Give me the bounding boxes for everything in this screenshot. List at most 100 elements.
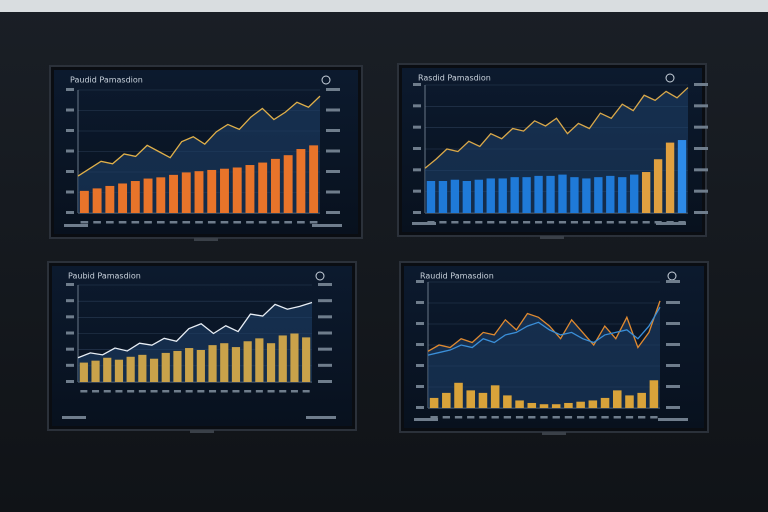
bar [665, 142, 675, 213]
bar [118, 183, 128, 213]
x-label-blur [594, 221, 602, 224]
x-label-blur [271, 221, 280, 224]
bar [498, 178, 507, 213]
tick-label-blur [66, 88, 74, 91]
footer-blur [64, 224, 88, 227]
x-label-blur [169, 221, 178, 224]
x-label-blur [475, 221, 483, 224]
tick-label-blur [416, 301, 424, 304]
x-label-blur [302, 390, 310, 393]
bar [454, 382, 463, 408]
tick-label-blur [413, 83, 421, 86]
x-label-blur [463, 221, 471, 224]
bar [522, 177, 531, 213]
bar [551, 404, 561, 408]
tick-label-blur [66, 283, 74, 286]
bar [231, 347, 241, 382]
line [77, 301, 313, 359]
x-label-blur [558, 221, 567, 224]
x-label-blur [267, 390, 275, 393]
x-label-blur [232, 390, 240, 393]
bar [527, 402, 537, 408]
x-label-blur [284, 221, 292, 224]
x-label-blur [546, 221, 555, 224]
tick-label-blur [326, 190, 340, 194]
tick-label-blur [66, 347, 74, 351]
bar [243, 341, 252, 382]
mount [540, 236, 564, 239]
bar [564, 402, 573, 408]
area [428, 300, 660, 408]
tick-label-blur [66, 149, 74, 153]
x-label-blur [209, 390, 217, 393]
tick-label-blur [666, 322, 680, 325]
tick-label-blur [66, 331, 74, 335]
bar [283, 155, 293, 213]
tick-label-blur [413, 189, 421, 193]
x-label-blur [185, 390, 193, 393]
bar [429, 397, 439, 408]
tick-label-blur [416, 322, 424, 325]
tick-label-blur [318, 380, 332, 383]
screen-title: Raudid Pamasdion [420, 272, 494, 281]
bar [612, 390, 622, 408]
bar [185, 348, 194, 382]
x-label-blur [197, 390, 205, 393]
bar [232, 167, 242, 213]
footer-blur [658, 418, 688, 421]
tick-label-blur [66, 129, 74, 132]
x-label-blur [297, 221, 305, 224]
bar [677, 140, 687, 213]
tick-label-blur [326, 211, 340, 214]
screen-title: Rasdid Pamasdion [418, 74, 491, 83]
tick-label-blur [694, 168, 708, 172]
tick-label-blur [318, 347, 332, 351]
x-label-blur [528, 416, 536, 419]
bar [534, 175, 543, 213]
bar [149, 358, 159, 382]
bar [490, 385, 500, 408]
tick-label-blur [66, 190, 74, 194]
mount [190, 430, 214, 433]
bar [594, 177, 603, 213]
bar [426, 181, 436, 213]
bar [478, 392, 488, 408]
tick-label-blur [318, 363, 332, 367]
bar [600, 397, 610, 408]
bar [266, 343, 276, 382]
bar [442, 392, 451, 408]
tick-label-blur [694, 147, 708, 150]
x-label-blur [246, 221, 254, 224]
bar [546, 175, 555, 213]
bar [625, 395, 634, 408]
x-label-blur [290, 390, 298, 393]
x-label-blur [576, 416, 585, 419]
footer-blur [414, 418, 438, 421]
x-label-blur [233, 221, 242, 224]
bar [138, 354, 147, 382]
monitor: Rasdid Pamasdion [397, 63, 708, 239]
bar [156, 177, 166, 213]
x-label-blur [451, 221, 459, 224]
tick-label-blur [694, 104, 708, 108]
x-label-blur [80, 221, 89, 224]
bar [245, 165, 255, 213]
area [78, 302, 312, 382]
x-label-blur [255, 390, 263, 393]
bar [114, 359, 124, 382]
footer-blur [412, 222, 436, 225]
tick-label-blur [694, 83, 708, 86]
x-label-blur [442, 416, 450, 419]
bar [79, 362, 88, 382]
x-label-blur [638, 416, 646, 419]
x-label-blur [630, 221, 638, 224]
x-label-blur [589, 416, 597, 419]
bar [618, 177, 627, 213]
x-label-blur [162, 390, 170, 393]
x-label-blur [207, 221, 216, 224]
x-label-blur [150, 390, 158, 393]
bar [278, 335, 287, 382]
bar [606, 175, 615, 213]
x-label-blur [279, 390, 287, 393]
